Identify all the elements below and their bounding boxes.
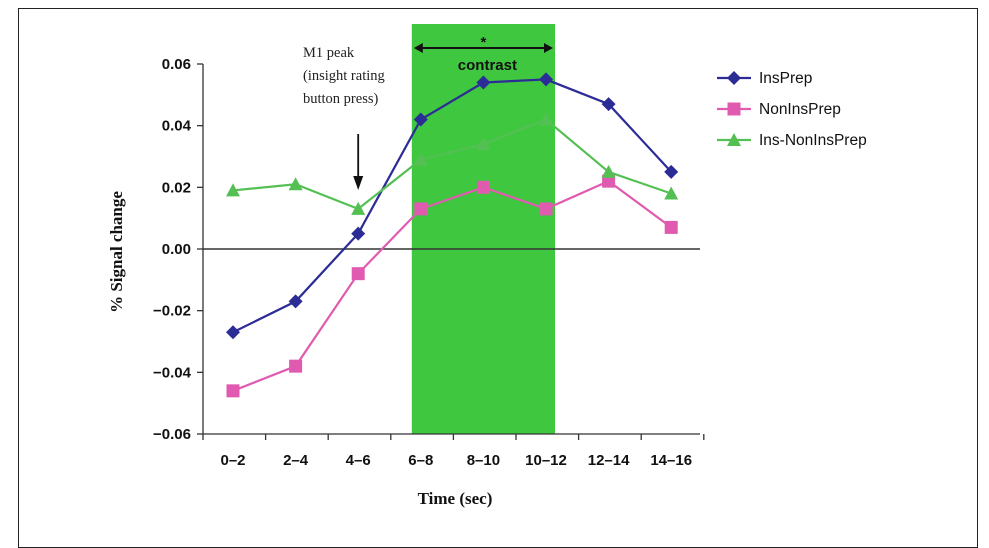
contrast-arrow-left-head bbox=[413, 43, 423, 53]
data-point-noninsprep bbox=[664, 220, 678, 234]
data-point-insprep bbox=[288, 294, 303, 309]
data-point-ins-noninsprep bbox=[664, 186, 679, 200]
x-tick-label: 0–2 bbox=[220, 452, 245, 469]
contrast-highlight-band bbox=[411, 24, 555, 434]
y-tick-label: −0.02 bbox=[153, 303, 191, 320]
contrast-arrow-right-head bbox=[544, 43, 553, 53]
data-point-insprep bbox=[664, 164, 679, 179]
legend-label-ins-noninsprep: Ins-NonInsPrep bbox=[759, 132, 867, 149]
y-tick-label: 0.02 bbox=[162, 179, 191, 196]
x-tick-label: 10–12 bbox=[525, 452, 567, 469]
data-point-insprep bbox=[539, 72, 553, 87]
x-tick-label: 14–16 bbox=[650, 452, 692, 469]
annotation-text: button press) bbox=[303, 91, 378, 107]
contrast-significance-marker: * bbox=[480, 34, 486, 51]
legend-marker-insprep bbox=[727, 71, 741, 85]
annotation-arrow-head bbox=[353, 176, 364, 190]
data-point-insprep bbox=[601, 97, 616, 112]
data-point-noninsprep bbox=[414, 202, 428, 216]
series-line-ins-noninsprep bbox=[232, 118, 672, 211]
legend-marker-noninsprep bbox=[727, 102, 741, 116]
legend-marker-ins-noninsprep bbox=[727, 133, 741, 146]
data-point-ins-noninsprep bbox=[601, 164, 616, 178]
data-point-noninsprep bbox=[226, 384, 240, 398]
y-axis-title: % Signal change bbox=[107, 191, 126, 313]
data-point-ins-noninsprep bbox=[413, 152, 428, 166]
data-point-noninsprep bbox=[476, 180, 490, 194]
legend-label-insprep: InsPrep bbox=[759, 70, 812, 87]
contrast-label: contrast bbox=[458, 57, 517, 74]
data-point-insprep bbox=[351, 226, 366, 241]
x-tick-label: 4–6 bbox=[346, 452, 371, 469]
y-tick-label: 0.04 bbox=[162, 118, 192, 135]
data-point-ins-noninsprep bbox=[351, 201, 366, 215]
data-point-noninsprep bbox=[289, 359, 303, 373]
y-tick-label: 0.00 bbox=[162, 241, 191, 258]
annotation-text: M1 peak bbox=[303, 45, 355, 61]
line-chart: * contrast 0.06 0.04 0.02 0.00 −0.02 −0.04 −0.0… bbox=[107, 24, 867, 508]
data-point-ins-noninsprep bbox=[476, 137, 491, 151]
series-line-insprep bbox=[232, 78, 673, 334]
data-point-noninsprep bbox=[351, 267, 365, 281]
data-point-noninsprep bbox=[539, 202, 553, 216]
data-point-insprep bbox=[413, 112, 428, 127]
x-axis-title: Time (sec) bbox=[418, 489, 493, 508]
legend-label-noninsprep: NonInsPrep bbox=[759, 101, 841, 118]
data-point-insprep bbox=[476, 75, 491, 90]
y-tick-label: 0.06 bbox=[162, 56, 191, 73]
y-tick-label: −0.04 bbox=[153, 364, 192, 381]
x-tick-label: 2–4 bbox=[283, 452, 309, 469]
data-point-insprep bbox=[226, 325, 240, 340]
x-tick-label: 12–14 bbox=[588, 452, 630, 469]
data-point-ins-noninsprep bbox=[226, 183, 240, 197]
x-tick-label: 8–10 bbox=[467, 452, 500, 469]
series-line-noninsprep bbox=[232, 179, 672, 392]
y-tick-label: −0.06 bbox=[153, 426, 191, 443]
annotation-text: (insight rating bbox=[303, 68, 385, 84]
x-tick-label: 6–8 bbox=[408, 452, 433, 469]
data-point-ins-noninsprep bbox=[539, 112, 553, 126]
data-point-ins-noninsprep bbox=[288, 177, 303, 191]
